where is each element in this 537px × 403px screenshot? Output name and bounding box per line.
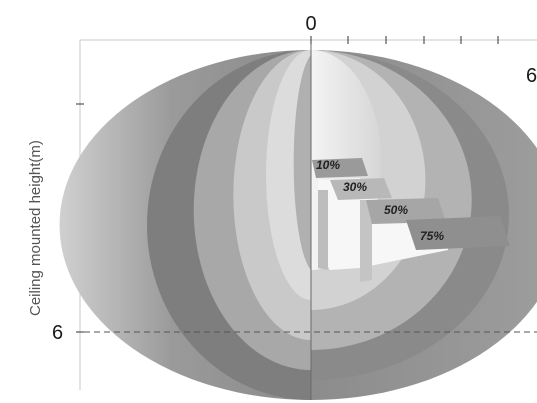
ledge-10 [312,158,368,178]
zone-label-10: 10% [316,158,340,172]
ledge-50 [366,198,446,224]
zone-label-75: 75% [420,229,444,243]
cutaway-shadow-2 [360,200,372,282]
y-axis-label: Ceiling mounted height(m) [27,140,44,316]
zone-label-30: 30% [343,180,367,194]
top-axis-end: 6 [526,65,537,87]
left-axis-tick-6: 6 [52,322,63,344]
ledge-75 [406,216,510,250]
zone-label-50: 50% [384,203,408,217]
ledge-30 [330,178,392,200]
top-axis-zero: 0 [305,13,316,35]
band-inner [293,55,311,270]
cutaway-shadow [318,190,328,270]
